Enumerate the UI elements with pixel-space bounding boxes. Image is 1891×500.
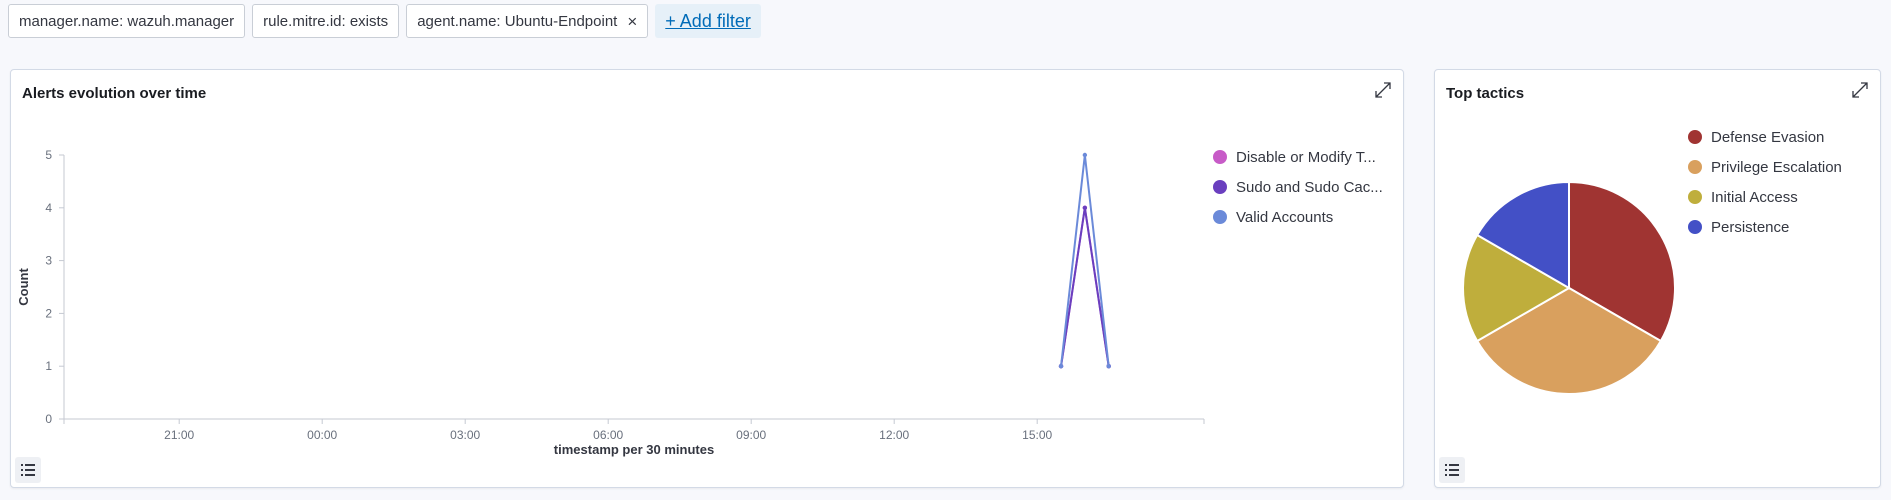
data-point-disable-or-modify-t [1058,364,1064,369]
add-filter-button[interactable]: + Add filter [655,4,761,38]
chart-legend: Defense Evasion Privilege Escalation Ini… [1688,122,1842,242]
x-tick-label: 06:00 [593,428,623,442]
x-tick-label: 12:00 [879,428,909,442]
legend-item-valid-accounts[interactable]: Valid Accounts [1213,202,1383,232]
x-axis-label: timestamp per 30 minutes [554,442,714,457]
alerts-evolution-panel: Alerts evolution over time 0 1 2 3 4 5 21:00 00… [10,69,1404,488]
y-tick-label: 3 [45,254,52,268]
y-tick-label: 4 [45,201,52,215]
y-tick-label: 1 [45,359,52,373]
data-point-valid-accounts [1082,152,1088,158]
legend-swatch [1213,210,1227,224]
x-tick-label: 03:00 [450,428,480,442]
legend-label: Defense Evasion [1711,128,1825,146]
legend-swatch [1688,220,1702,234]
legend-label: Initial Access [1711,188,1798,206]
data-point-valid-accounts [1106,364,1111,369]
legend-swatch [1213,180,1227,194]
legend-label: Privilege Escalation [1711,158,1842,176]
legend-swatch [1688,190,1702,204]
list-icon [21,464,35,476]
legend-item-privilege-escalation[interactable]: Privilege Escalation [1688,152,1842,182]
data-point-disable-or-modify-t [1106,364,1111,369]
legend-label: Sudo and Sudo Cac... [1236,178,1383,196]
panel-title: Alerts evolution over time [22,85,207,102]
series-line-valid-accounts [1060,154,1110,367]
expand-icon[interactable] [1850,80,1870,100]
list-icon [1445,464,1459,476]
data-point-valid-accounts [1058,364,1064,369]
y-tick-label: 5 [45,148,52,162]
data-point-sudo-and-sudo-cac [1106,364,1111,369]
legend-label: Valid Accounts [1236,208,1334,226]
x-tick-label: 09:00 [736,428,766,442]
legend-item-initial-access[interactable]: Initial Access [1688,182,1842,212]
pie-slice-initial-access [1462,233,1572,343]
top-tactics-panel: Top tactics Defense Evasion Privilege Es… [1434,69,1881,488]
x-tick-label: 00:00 [307,428,337,442]
chart-legend: Disable or Modify T... Sudo and Sudo Cac… [1213,142,1383,232]
legend-label: Disable or Modify T... [1236,148,1376,166]
filter-label: rule.mitre.id: exists [263,12,389,30]
legend-swatch [1688,160,1702,174]
panel-title: Top tactics [1446,85,1525,102]
data-point-sudo-and-sudo-cac [1082,205,1088,210]
y-tick-label: 0 [45,412,52,426]
filter-pill-rule-mitre-id[interactable]: rule.mitre.id: exists [252,4,400,38]
legend-label: Persistence [1711,218,1790,236]
pie-chart [1462,182,1676,395]
series-line-sudo-and-sudo-cac [1060,207,1110,367]
legend-toggle-button[interactable] [15,457,41,483]
filter-pill-agent-name[interactable]: agent.name: Ubuntu-Endpoint × [406,4,649,38]
legend-swatch [1688,130,1702,144]
legend-item-defense-evasion[interactable]: Defense Evasion [1688,122,1842,152]
y-tick-label: 2 [45,306,52,320]
y-axis-label: Count [16,268,31,306]
data-point-sudo-and-sudo-cac [1058,364,1064,369]
expand-icon[interactable] [1373,80,1393,100]
line-chart: 0 1 2 3 4 5 21:00 00:00 03:00 06:00 09:00 12:00 15:0… [16,148,1205,457]
pie-slice-defense-evasion [1568,182,1676,343]
filter-label: agent.name: Ubuntu-Endpoint [417,12,618,30]
filter-label: manager.name: wazuh.manager [19,12,235,30]
x-tick-label: 15:00 [1022,428,1052,442]
legend-swatch [1213,150,1227,164]
close-icon[interactable]: × [627,11,638,31]
series-line-disable-or-modify-t [1060,207,1110,367]
legend-item-sudo[interactable]: Sudo and Sudo Cac... [1213,172,1383,202]
legend-item-disable-or-modify[interactable]: Disable or Modify T... [1213,142,1383,172]
x-tick-label: 21:00 [164,428,194,442]
pie-slice-persistence [1475,182,1570,290]
filter-bar: manager.name: wazuh.manager rule.mitre.i… [8,4,761,38]
filter-pill-manager-name[interactable]: manager.name: wazuh.manager [8,4,246,38]
legend-item-persistence[interactable]: Persistence [1688,212,1842,242]
legend-toggle-button[interactable] [1439,457,1465,483]
data-point-disable-or-modify-t [1082,205,1088,210]
